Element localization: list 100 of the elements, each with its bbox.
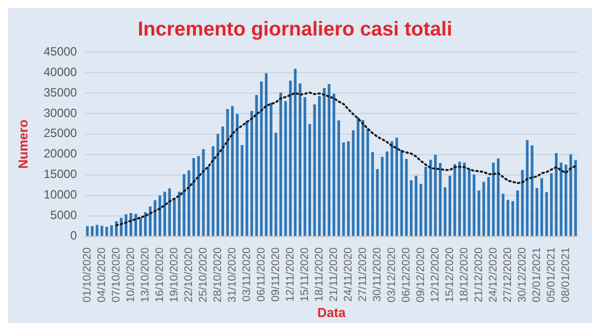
x-tick-label: 13/10/2020 [139,247,152,302]
bar [482,182,486,236]
bar [304,97,306,236]
bar [289,80,292,236]
bar [395,138,398,236]
x-tick-label: 06/12/2020 [400,247,412,302]
x-tick-label: 16/10/2020 [154,247,166,302]
bar [260,81,263,236]
bar [453,164,456,236]
bar [337,120,340,236]
bar [526,140,529,236]
bar [178,192,181,236]
x-tick-label: 15/11/2020 [298,247,311,302]
y-tick-label: 45000 [44,44,78,58]
x-tick-label: 01/10/2020 [81,247,94,302]
bar [90,226,94,236]
bar [279,92,282,236]
bar [569,154,572,236]
bar [86,226,89,236]
bar [438,163,442,236]
bar [313,104,316,236]
bar [332,94,336,236]
bar [380,156,384,236]
x-tick-label: 24/11/2020 [342,247,354,302]
bar [545,192,548,236]
bar [468,170,471,236]
bar [197,156,200,236]
bar [410,180,413,236]
x-tick-label: 02/01/2021 [530,247,543,302]
bar [255,95,258,236]
bar [366,128,370,236]
bar [168,188,171,236]
x-tick-label: 30/11/2020 [371,247,384,302]
bar [308,124,312,236]
x-tick-label: 12/12/2020 [429,247,442,302]
bar [216,134,220,236]
bar [371,152,374,236]
x-tick-label: 06/11/2020 [255,247,268,302]
x-tick-label: 05/01/2021 [545,247,558,302]
bar [154,200,156,236]
bar [376,169,379,236]
bar [352,130,355,236]
bar [246,120,248,236]
bar [463,162,466,236]
bar [536,188,538,236]
x-tick-label: 22/10/2020 [182,247,195,302]
bar [264,73,268,236]
bar [434,154,437,236]
y-axis-title: Numero [15,120,30,169]
bar [139,218,142,236]
bar [250,110,254,236]
x-tick-label: 31/10/2020 [226,247,238,302]
bar [158,195,162,236]
y-tick-label: 35000 [44,85,78,100]
y-tick-label: 10000 [44,188,78,202]
y-tick-label: 0 [70,228,78,243]
bar [492,162,495,236]
bar [274,132,278,236]
bar [390,141,394,236]
x-tick-label: 03/12/2020 [386,247,398,302]
bar [236,114,239,236]
bar [424,166,428,236]
bar [521,170,524,236]
bar [530,145,534,236]
bar [240,144,244,236]
bar [516,190,519,236]
bar [270,102,272,236]
bar [560,162,562,236]
x-tick-label: 21/12/2020 [472,247,485,302]
x-tick-label: 15/12/2020 [444,247,456,302]
x-tick-label: 27/11/2020 [356,247,369,302]
x-tick-label: 12/11/2020 [284,247,296,302]
bar [472,174,476,236]
line-series [115,92,577,226]
bar [221,126,224,236]
x-tick-label: 19/10/2020 [168,247,180,302]
bar [110,225,113,236]
bar [294,68,297,236]
bar [100,226,104,236]
bar [212,146,214,236]
bar [405,158,408,236]
x-axis-title: Data [317,304,346,320]
y-tick-label: 25000 [44,126,78,140]
bar [173,198,176,236]
x-tick-label: 25/10/2020 [197,247,210,302]
x-tick-label: 28/10/2020 [212,247,224,302]
bar [502,194,504,236]
x-tick-label: 21/11/2020 [328,247,340,302]
bar [540,178,544,236]
bar [448,176,452,236]
bar [144,212,147,236]
x-tick-label: 03/11/2020 [240,247,253,302]
bar [478,190,480,236]
bar [414,176,418,236]
y-tick-label: 30000 [44,106,78,120]
bar [400,150,403,236]
bar [550,173,553,236]
x-tick-label: 08/01/2021 [560,247,572,302]
bar [105,226,108,236]
bar [386,152,388,236]
